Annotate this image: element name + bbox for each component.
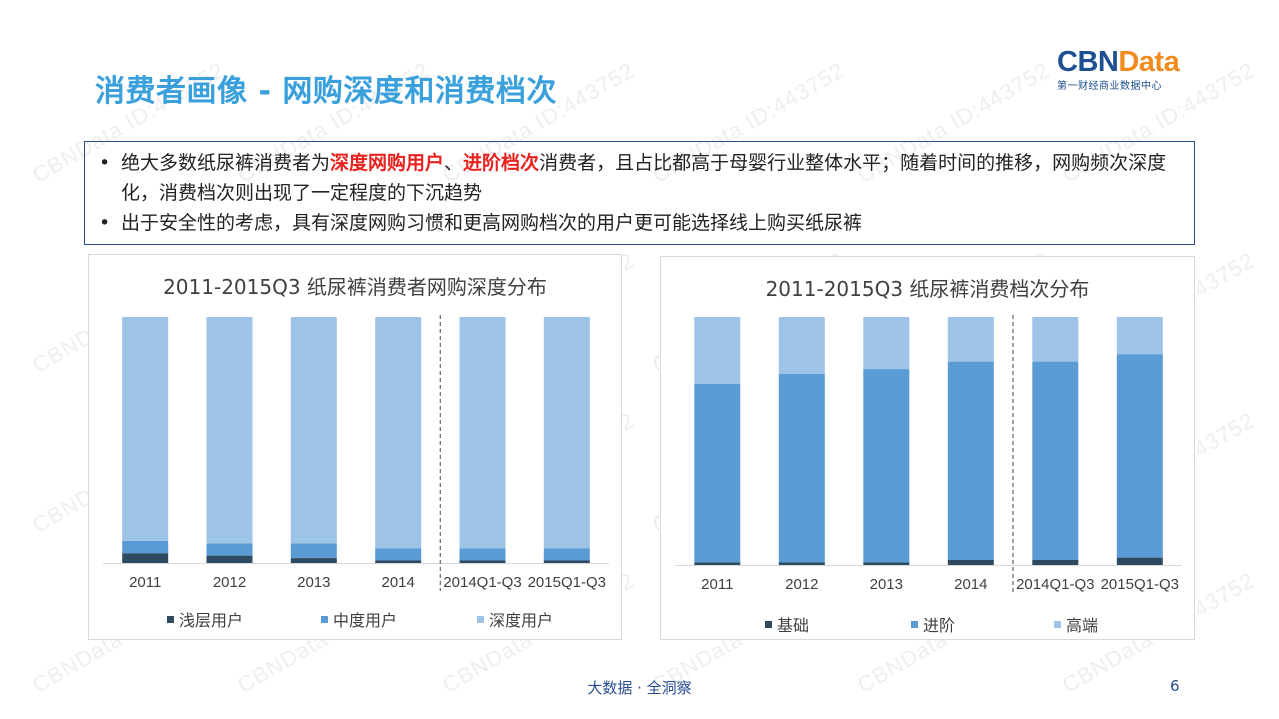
bar-segment xyxy=(290,543,337,559)
legend-label: 中度用户 xyxy=(333,611,398,630)
bar-segment xyxy=(543,548,590,561)
legend-label: 进阶 xyxy=(923,616,956,635)
x-tick-label: 2014 xyxy=(954,576,987,593)
bar-segment xyxy=(290,317,337,544)
legend-swatch xyxy=(911,620,918,628)
bar-segment xyxy=(543,560,590,563)
key-findings-box: 绝大多数纸尿裤消费者为深度网购用户、进阶档次消费者，且占比都高于母婴行业整体水平… xyxy=(84,141,1195,245)
legend-item: 进阶 xyxy=(911,612,955,636)
bar-segment xyxy=(778,374,825,563)
legend-item: 高端 xyxy=(1054,612,1098,636)
x-tick-label: 2013 xyxy=(297,574,330,591)
logo-wordmark: CBNData xyxy=(1057,47,1197,77)
consumption-tier-chart: 2011-2015Q3 纸尿裤消费档次分布 2011 2012 2013 2014 20… xyxy=(660,256,1195,640)
bar-segment xyxy=(863,562,910,565)
bar-segment xyxy=(375,560,422,563)
bullet-item: 出于安全性的考虑，具有深度网购习惯和更高网购档次的用户更可能选择线上购买纸尿裤 xyxy=(99,208,1182,238)
bullet-item: 绝大多数纸尿裤消费者为深度网购用户、进阶档次消费者，且占比都高于母婴行业整体水平… xyxy=(99,148,1182,208)
legend-item: 基础 xyxy=(765,612,809,636)
bar-segment xyxy=(694,562,741,565)
bar-segment xyxy=(459,548,506,561)
bar-segment xyxy=(947,560,994,565)
chart-plot: 2011 2012 2013 2014 2014Q1-Q3 2015Q1-Q3 xyxy=(675,315,1182,593)
x-tick-label: 2011 xyxy=(129,574,161,591)
online-depth-chart: 2011-2015Q3 纸尿裤消费者网购深度分布 2011 2012 2013 201… xyxy=(88,254,622,640)
bar-segment xyxy=(459,317,506,549)
legend-swatch xyxy=(765,620,772,628)
x-tick-label: 2012 xyxy=(213,574,246,591)
legend-item: 深度用户 xyxy=(477,607,553,631)
bar-segment xyxy=(863,369,910,563)
bar-segment xyxy=(947,317,994,362)
bar-segment xyxy=(947,361,994,560)
bar-segment xyxy=(1116,317,1163,355)
bar-segment xyxy=(290,558,337,563)
bar-segment xyxy=(459,560,506,563)
bullet-text: 出于安全性的考虑，具有深度网购习惯和更高网购档次的用户更可能选择线上购买纸尿裤 xyxy=(121,212,863,234)
bar-segment xyxy=(1116,354,1163,558)
x-tick-label: 2015Q1-Q3 xyxy=(528,574,606,591)
legend-swatch xyxy=(167,615,174,623)
legend-item: 浅层用户 xyxy=(167,607,243,631)
legend-item: 中度用户 xyxy=(321,607,397,631)
bullet-text: 绝大多数纸尿裤消费者为 xyxy=(121,152,331,174)
bar-segment xyxy=(863,317,910,370)
bar-segment xyxy=(122,553,169,563)
bar-segment xyxy=(122,540,169,554)
bar-segment xyxy=(1032,560,1079,565)
bar-segment xyxy=(206,317,253,544)
legend-swatch xyxy=(1054,620,1061,628)
x-tick-label: 2013 xyxy=(870,576,903,593)
legend-label: 高端 xyxy=(1066,616,1099,635)
bar-segment xyxy=(1116,557,1163,565)
bar-segment xyxy=(206,555,253,563)
bullet-text: 、 xyxy=(444,152,464,174)
page-title: 消费者画像 - 网购深度和消费档次 xyxy=(95,74,557,109)
legend-label: 基础 xyxy=(777,616,810,635)
x-tick-label: 2015Q1-Q3 xyxy=(1101,576,1179,593)
logo-cbn: CBN xyxy=(1057,46,1119,78)
x-tick-label: 2014Q1-Q3 xyxy=(1016,576,1094,593)
x-tick-label: 2011 xyxy=(701,576,733,593)
bar-segment xyxy=(694,384,741,563)
highlight-text: 进阶档次 xyxy=(463,152,540,174)
bar-segment xyxy=(375,317,422,549)
x-tick-label: 2012 xyxy=(785,576,818,593)
legend-label: 浅层用户 xyxy=(179,611,244,630)
legend-label: 深度用户 xyxy=(489,611,554,630)
bar-segment xyxy=(778,562,825,565)
bar-segment xyxy=(543,317,590,549)
bar-segment xyxy=(778,317,825,374)
bar-segment xyxy=(122,317,169,541)
highlight-text: 深度网购用户 xyxy=(330,152,445,174)
bar-segment xyxy=(1032,317,1079,362)
x-tick-label: 2014 xyxy=(382,574,415,591)
chart-title: 2011-2015Q3 纸尿裤消费者网购深度分布 xyxy=(163,275,547,299)
x-tick-label: 2014Q1-Q3 xyxy=(443,574,521,591)
chart-title: 2011-2015Q3 纸尿裤消费档次分布 xyxy=(765,277,1090,301)
bar-segment xyxy=(375,548,422,561)
cbndata-logo: CBNData 第一财经商业数据中心 xyxy=(1057,47,1197,92)
legend-swatch xyxy=(477,615,484,623)
legend-swatch xyxy=(321,615,328,623)
footer-tagline: 大数据 · 全洞察 xyxy=(587,679,692,697)
bar-segment xyxy=(1032,361,1079,560)
chart-plot: 2011 2012 2013 2014 2014Q1-Q3 2015Q1-Q3 xyxy=(103,315,609,591)
bar-segment xyxy=(694,317,741,384)
logo-data: Data xyxy=(1118,46,1180,78)
page-number: 6 xyxy=(1170,677,1180,695)
bullet-text: 消费者，且占比都高于母婴行业整体水平；随着时间的推移，网购频次深度化，消费档次则… xyxy=(121,152,1167,204)
bar-segment xyxy=(206,543,253,556)
logo-subtitle: 第一财经商业数据中心 xyxy=(1057,81,1162,92)
